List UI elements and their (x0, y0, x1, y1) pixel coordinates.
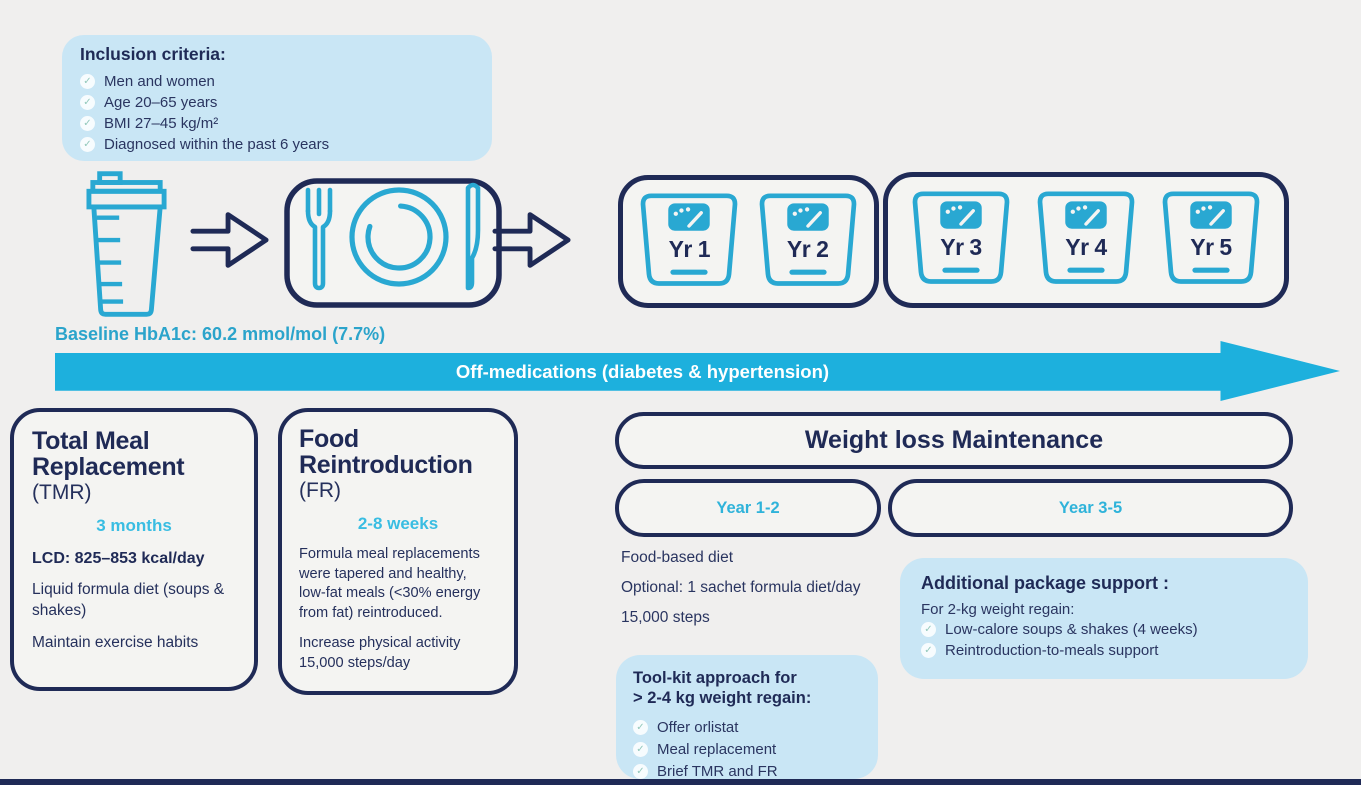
scale-year-label: Yr 5 (1190, 234, 1232, 260)
phase1-details: Food-based diet Optional: 1 sachet formu… (621, 549, 911, 639)
tmr-duration: 3 months (96, 516, 172, 535)
inclusion-title: Inclusion criteria: (80, 44, 226, 64)
phase1-label: Year 1-2 (716, 498, 780, 517)
toolkit-title-line2: > 2-4 kg weight regain: (633, 689, 812, 707)
checkmark-icon: ✓ (921, 622, 936, 637)
toolkit-item: ✓ Meal replacement (633, 739, 861, 760)
support-item: ✓ Reintroduction-to-meals support (921, 640, 1287, 661)
scale-year-label: Yr 4 (1065, 234, 1107, 260)
inclusion-item: ✓ Men and women (80, 71, 474, 92)
meal-plate-icon (284, 178, 502, 308)
support-item-label: Low-calore soups & shakes (4 weeks) (945, 621, 1198, 638)
phase2-label: Year 3-5 (1058, 498, 1123, 517)
flow-arrow-icon (190, 212, 269, 268)
tmr-title: Total Meal Replacement (32, 427, 185, 481)
scale-year-label: Yr 2 (786, 235, 829, 262)
bottom-border-strip (0, 779, 1361, 785)
scale-year-label: Yr 1 (668, 235, 711, 262)
scale-outline (1037, 191, 1135, 284)
scale-outline (759, 192, 856, 286)
fr-box: Food Reintroduction (FR) 2-8 weeks Formu… (278, 408, 518, 695)
inclusion-item: ✓ Age 20–65 years (80, 92, 474, 113)
fr-abbr: (FR) (299, 479, 341, 502)
phase1-detail-line: Optional: 1 sachet formula diet/day (621, 579, 861, 596)
inclusion-item-label: Diagnosed within the past 6 years (104, 136, 330, 153)
weighing-scale-icon: Yr 5 (1159, 191, 1263, 289)
fr-duration: 2-8 weeks (357, 514, 439, 533)
toolkit-item-label: Brief TMR and FR (657, 763, 778, 780)
inclusion-item-label: Age 20–65 years (104, 94, 218, 111)
toolkit-item-label: Meal replacement (657, 741, 777, 758)
tmr-lcd: LCD: 825–853 kcal/day (32, 550, 205, 567)
weighing-scale-icon: Yr 3 (909, 191, 1013, 289)
toolkit-title-line1: Tool-kit approach for (633, 669, 797, 687)
scale-outline (912, 191, 1010, 284)
checkmark-icon: ✓ (80, 116, 95, 131)
scale-year-label: Yr 3 (940, 234, 982, 260)
fr-paragraph: Formula meal replacements were tapered a… (299, 546, 481, 621)
phase1-detail-line: 15,000 steps (621, 609, 710, 626)
scale-outline (640, 192, 738, 286)
toolkit-item: ✓ Offer orlistat (633, 717, 861, 738)
checkmark-icon: ✓ (633, 720, 648, 735)
toolkit-item-label: Offer orlistat (657, 719, 739, 736)
weighing-scale-icon: Yr 4 (1034, 191, 1138, 289)
toolkit-box: Tool-kit approach for > 2-4 kg weight re… (616, 655, 878, 782)
off-medications-label: Off-medications (diabetes & hypertension… (455, 361, 830, 382)
checkmark-icon: ✓ (80, 137, 95, 152)
inclusion-criteria-box: Inclusion criteria: ✓ Men and women ✓ Ag… (62, 35, 492, 161)
phase1-detail-line: Food-based diet (621, 549, 734, 566)
baseline-hba1c-text: Baseline HbA1c: 60.2 mmol/mol (7.7%) (55, 324, 386, 344)
scales-group-years-3-5: Yr 3 Yr 4 Yr 5 (883, 172, 1289, 308)
tmr-exercise: Maintain exercise habits (32, 634, 199, 651)
tmr-diet: Liquid formula diet (soups & shakes) (32, 581, 225, 619)
support-title: Additional package support : (921, 573, 1170, 593)
shaker-bottle-icon (86, 171, 167, 317)
tmr-abbr: (TMR) (32, 481, 92, 504)
maintenance-title: Weight loss Maintenance (804, 426, 1104, 454)
checkmark-icon: ✓ (633, 764, 648, 779)
fr-paragraph: Increase physical activity 15,000 steps/… (299, 635, 461, 671)
phase-pill-year-1-2: Year 1-2 (615, 479, 881, 537)
support-item-label: Reintroduction-to-meals support (945, 642, 1159, 659)
inclusion-item-label: BMI 27–45 kg/m² (104, 115, 219, 132)
scales-group-years-1-2: Yr 1 Yr 2 (618, 175, 879, 308)
maintenance-header: Weight loss Maintenance (615, 412, 1293, 469)
inclusion-item: ✓ BMI 27–45 kg/m² (80, 113, 474, 134)
weighing-scale-icon: Yr 2 (756, 192, 860, 291)
inclusion-item-label: Men and women (104, 73, 215, 90)
phase-pill-year-3-5: Year 3-5 (888, 479, 1293, 537)
support-box: Additional package support : For 2-kg we… (900, 558, 1308, 679)
scale-outline (1162, 191, 1260, 284)
checkmark-icon: ✓ (80, 74, 95, 89)
inclusion-item: ✓ Diagnosed within the past 6 years (80, 134, 474, 155)
checkmark-icon: ✓ (80, 95, 95, 110)
flow-arrow-icon (492, 212, 571, 268)
weighing-scale-icon: Yr 1 (637, 192, 741, 291)
toolkit-item: ✓ Brief TMR and FR (633, 761, 861, 782)
checkmark-icon: ✓ (633, 742, 648, 757)
tmr-box: Total Meal Replacement (TMR) 3 months LC… (10, 408, 258, 691)
support-item: ✓ Low-calore soups & shakes (4 weeks) (921, 619, 1287, 640)
checkmark-icon: ✓ (921, 643, 936, 658)
support-subtitle: For 2-kg weight regain: (921, 601, 1075, 618)
fr-title: Food Reintroduction (299, 425, 473, 479)
